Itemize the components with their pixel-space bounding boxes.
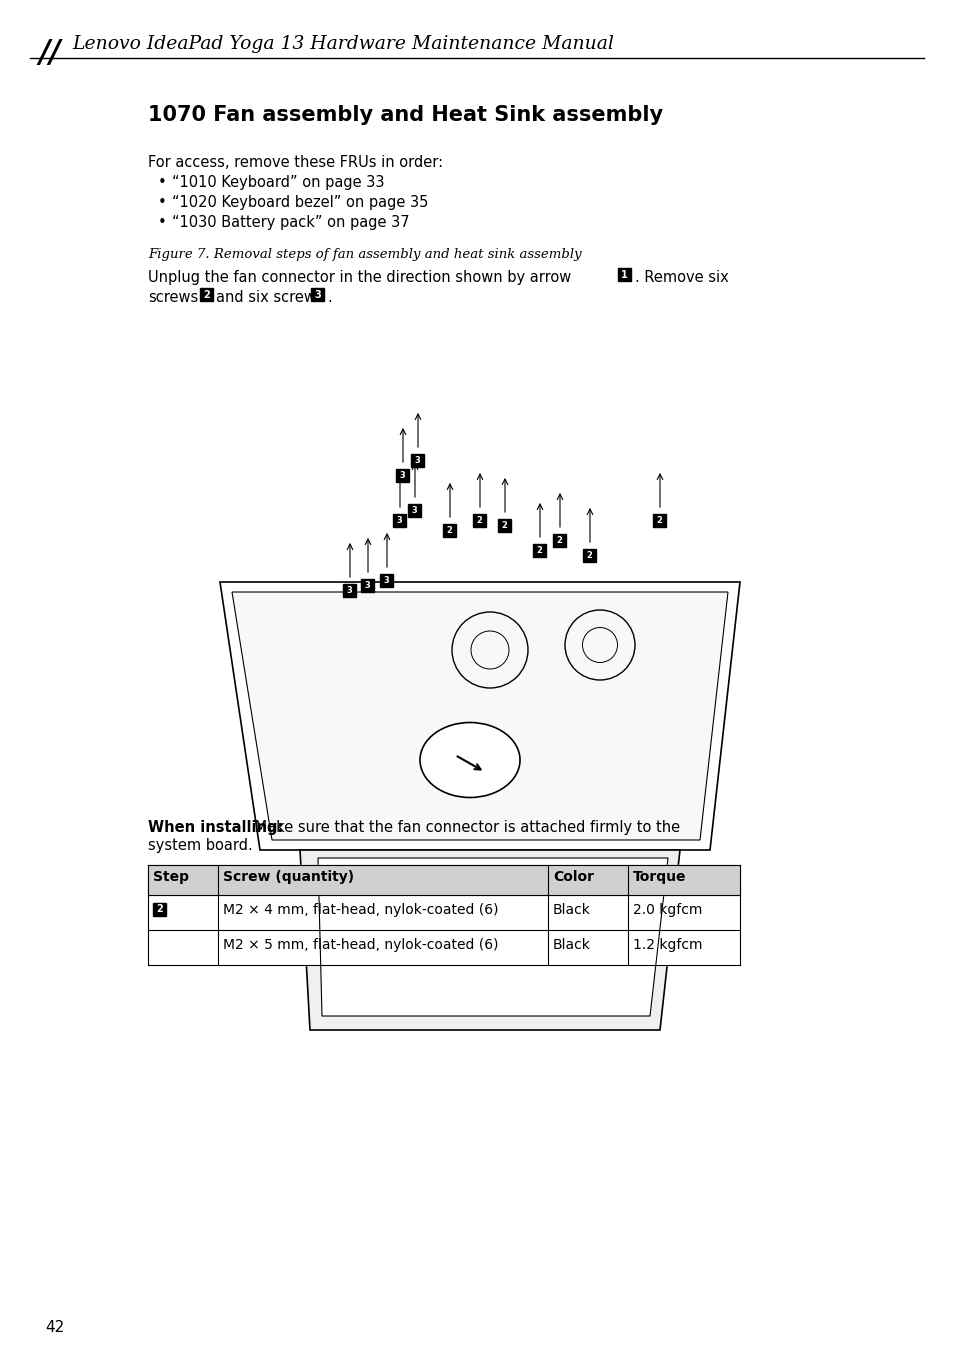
Text: Black: Black [553,938,590,952]
Text: “1030 Battery pack” on page 37: “1030 Battery pack” on page 37 [172,215,409,230]
Text: . Remove six: . Remove six [635,270,728,285]
Text: For access, remove these FRUs in order:: For access, remove these FRUs in order: [148,155,442,170]
Text: M2 × 5 mm, flat-head, nylok-coated (6): M2 × 5 mm, flat-head, nylok-coated (6) [223,938,498,952]
Polygon shape [317,859,667,1015]
Ellipse shape [419,722,519,798]
Text: Color: Color [553,869,594,884]
Text: 3: 3 [364,581,370,589]
Text: 3: 3 [346,585,352,595]
Text: 1070 Fan assembly and Heat Sink assembly: 1070 Fan assembly and Heat Sink assembly [148,105,662,124]
Text: 2: 2 [446,526,452,535]
Text: M2 × 4 mm, flat-head, nylok-coated (6): M2 × 4 mm, flat-head, nylok-coated (6) [223,903,498,917]
Text: //: // [38,38,60,69]
Text: “1020 Keyboard bezel” on page 35: “1020 Keyboard bezel” on page 35 [172,195,428,210]
Text: 1.2 kgfcm: 1.2 kgfcm [633,938,701,952]
Text: Unplug the fan connector in the direction shown by arrow: Unplug the fan connector in the directio… [148,270,571,285]
Bar [311,288,324,301]
Bar [457,750,471,763]
Text: •: • [158,195,167,210]
Text: When installing:: When installing: [148,821,283,836]
Text: Screw (quantity): Screw (quantity) [223,869,354,884]
Bar [411,454,423,466]
Text: 42: 42 [45,1320,64,1334]
Text: and six screws: and six screws [215,289,323,306]
Bar [148,895,740,965]
Text: 2: 2 [501,521,507,530]
Text: “1010 Keyboard” on page 33: “1010 Keyboard” on page 33 [172,174,384,191]
Bar [582,549,596,562]
Text: 2: 2 [586,552,592,560]
Text: 3: 3 [415,456,420,465]
Bar [553,534,565,548]
Text: 2: 2 [476,516,482,525]
Text: Figure 7. Removal steps of fan assembly and heat sink assembly: Figure 7. Removal steps of fan assembly … [148,247,581,261]
Text: 3: 3 [383,576,389,585]
Text: Lenovo IdeaPad Yoga 13 Hardware Maintenance Manual: Lenovo IdeaPad Yoga 13 Hardware Maintena… [71,35,613,53]
Text: 2.0 kgfcm: 2.0 kgfcm [633,903,701,917]
Text: Torque: Torque [633,869,686,884]
Text: 3: 3 [411,506,416,515]
Polygon shape [232,592,727,840]
Bar [379,575,393,587]
Bar [497,519,511,531]
Bar [395,469,409,483]
Bar [533,544,545,557]
Bar [393,514,406,527]
Bar [408,504,420,516]
Text: 2: 2 [156,904,163,914]
Text: Black: Black [553,903,590,917]
Bar [618,268,630,281]
Text: 3: 3 [399,470,405,480]
Text: system board.: system board. [148,838,253,853]
Text: 3: 3 [314,289,320,300]
Text: 2: 2 [656,516,661,525]
Bar [200,288,213,301]
Text: 1: 1 [620,269,627,280]
Text: •: • [158,174,167,191]
Text: 2: 2 [556,535,562,545]
Text: •: • [158,215,167,230]
Bar [343,584,355,598]
Bar [360,579,374,592]
Text: 1: 1 [460,752,467,761]
Bar [442,525,456,537]
Text: Step: Step [152,869,189,884]
Bar [152,903,166,917]
Polygon shape [299,850,679,1030]
Bar [148,865,740,895]
Bar [473,514,485,527]
Text: 2: 2 [536,546,542,556]
Text: screws: screws [148,289,198,306]
Text: 3: 3 [396,516,402,525]
Text: 2: 2 [203,289,210,300]
Text: .: . [327,289,332,306]
Text: Make sure that the fan connector is attached firmly to the: Make sure that the fan connector is atta… [250,821,679,836]
Bar [652,514,665,527]
